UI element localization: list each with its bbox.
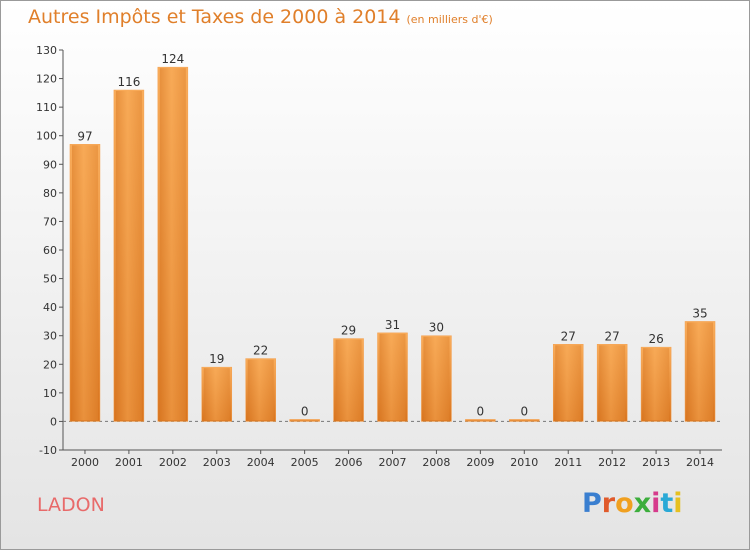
x-tick-label: 2003	[203, 456, 231, 469]
value-label: 27	[605, 329, 620, 343]
y-tick-label: 90	[43, 158, 57, 171]
y-tick-label: 30	[43, 330, 57, 343]
bar-shade	[599, 345, 626, 421]
x-tick-label: 2013	[642, 456, 670, 469]
x-tick-label: 2005	[291, 456, 319, 469]
x-tick-label: 2008	[422, 456, 450, 469]
bar-shade	[643, 348, 670, 421]
logo-letter: t	[660, 488, 674, 519]
y-tick-label: 40	[43, 301, 57, 314]
y-tick-label: -10	[39, 444, 57, 457]
bar-shade	[423, 336, 450, 421]
value-label: 0	[520, 404, 528, 418]
y-tick-label: 110	[36, 101, 57, 114]
x-tick-label: 2012	[598, 456, 626, 469]
value-label: 124	[161, 52, 184, 66]
x-tick-label: 2007	[379, 456, 407, 469]
bar	[509, 419, 540, 422]
value-label: 26	[648, 332, 663, 346]
y-tick-label: 120	[36, 73, 57, 86]
value-label: 35	[692, 306, 707, 320]
x-tick-label: 2011	[554, 456, 582, 469]
y-tick-label: 50	[43, 273, 57, 286]
logo-letter: i	[651, 488, 661, 519]
bar-shade	[203, 368, 230, 421]
proxiti-logo: Proxiti	[582, 488, 683, 519]
value-label: 29	[341, 324, 356, 338]
x-tick-label: 2014	[686, 456, 714, 469]
location-label: LADON	[37, 494, 105, 516]
title-unit: (en milliers d'€)	[406, 13, 493, 26]
bar	[465, 419, 496, 422]
x-tick-label: 2002	[159, 456, 187, 469]
y-tick-label: 70	[43, 215, 57, 228]
value-label: 116	[117, 75, 140, 89]
value-label: 22	[253, 344, 268, 358]
y-tick-label: 80	[43, 187, 57, 200]
y-tick-label: 10	[43, 387, 57, 400]
bar-shade	[335, 339, 362, 421]
x-tick-label: 2000	[71, 456, 99, 469]
logo-letter: o	[615, 488, 634, 519]
y-tick-label: 60	[43, 244, 57, 257]
value-label: 30	[429, 321, 444, 335]
title-text: Autres Impôts et Taxes de 2000 à 2014	[28, 6, 401, 28]
x-tick-label: 2009	[466, 456, 494, 469]
logo-letter: r	[601, 488, 616, 519]
bar-shade	[379, 333, 406, 421]
x-tick-label: 2010	[510, 456, 538, 469]
value-label: 0	[301, 404, 309, 418]
bar-shade	[555, 345, 582, 421]
bar-shade	[71, 145, 98, 421]
value-label: 19	[209, 352, 224, 366]
value-label: 97	[77, 129, 92, 143]
bar-shade	[687, 322, 714, 421]
x-tick-label: 2004	[247, 456, 275, 469]
logo-letter: x	[633, 488, 652, 519]
logo-letter: P	[582, 488, 602, 519]
bar	[289, 419, 320, 422]
value-label: 0	[477, 404, 485, 418]
chart-title: Autres Impôts et Taxes de 2000 à 2014 (en…	[28, 6, 493, 28]
value-label: 31	[385, 318, 400, 332]
logo-letter: i	[673, 488, 683, 519]
x-tick-label: 2001	[115, 456, 143, 469]
y-tick-label: 0	[50, 415, 57, 428]
bar-shade	[115, 91, 142, 421]
bar-shade	[159, 68, 186, 421]
y-tick-label: 130	[36, 44, 57, 57]
bars: 97 116 124 19 22 0 29 31 30 0 0 27 27 26 35	[69, 52, 716, 422]
x-tick-label: 2006	[335, 456, 363, 469]
y-tick-label: 20	[43, 358, 57, 371]
value-label: 27	[561, 329, 576, 343]
bar-shade	[247, 359, 274, 421]
y-tick-label: 100	[36, 130, 57, 143]
